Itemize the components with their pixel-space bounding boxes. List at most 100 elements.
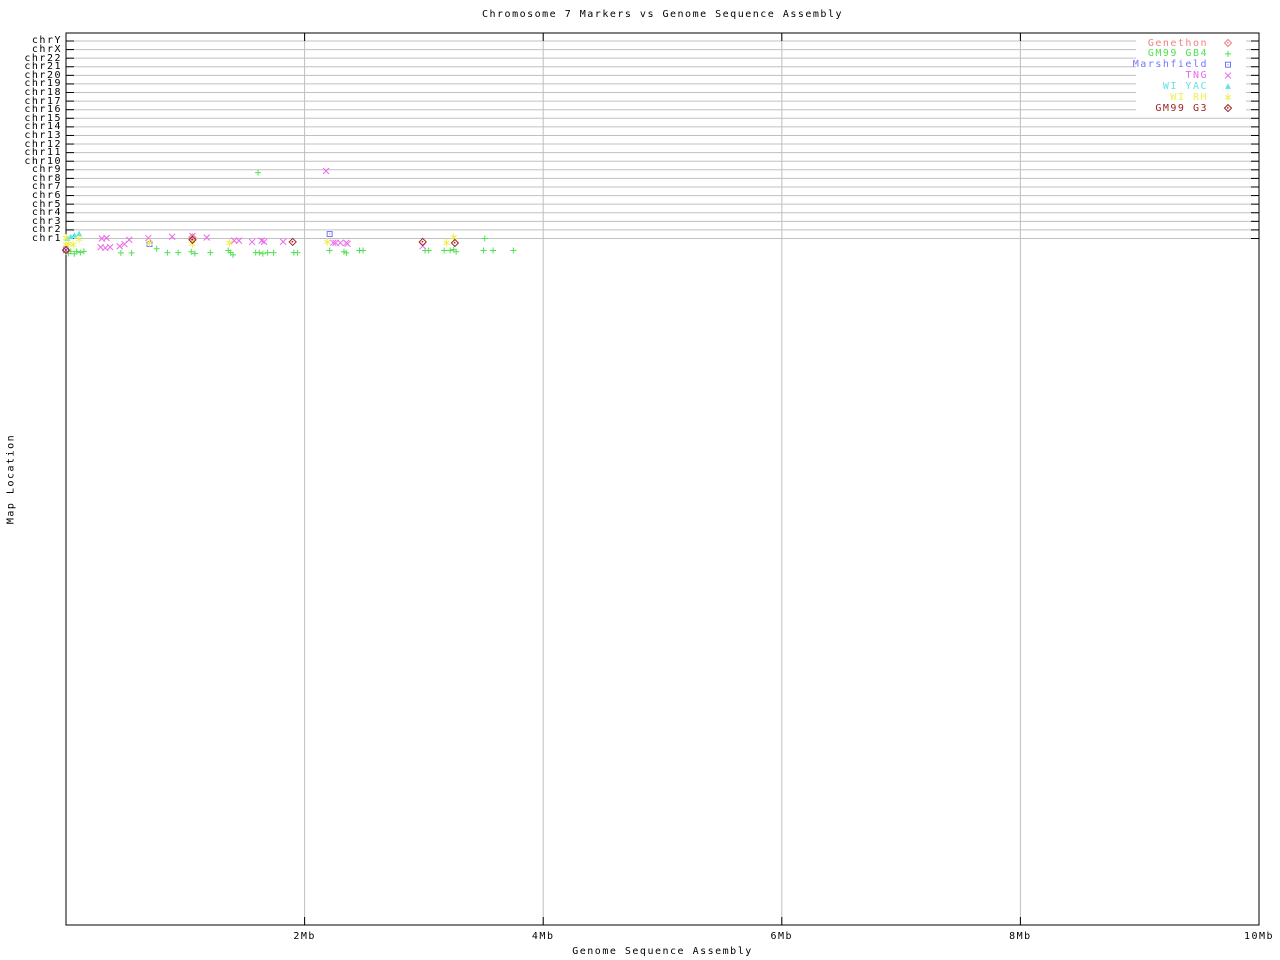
marker-gm99-gb4 [360, 247, 367, 254]
marker-tng [248, 238, 256, 246]
legend-label-marshfield: Marshfield [1132, 59, 1208, 71]
marker-tng [168, 233, 176, 241]
marker-tng [260, 238, 268, 246]
marker-wi-rh [75, 234, 83, 243]
marker-gm99-gb4 [264, 249, 271, 256]
x-tick-label-2Mb: 2Mb [293, 931, 316, 942]
marker-gm99-gb4 [188, 248, 195, 255]
y-tick-label-chr21: chr21 [24, 61, 62, 73]
x-tick-label-10Mb: 10Mb [1243, 931, 1275, 942]
y-tick-label-chr1: chr1 [31, 233, 62, 244]
marker-gm99-gb4 [294, 249, 301, 256]
marker-gm99-gb4 [255, 169, 262, 176]
marker-wi-rh [69, 240, 77, 249]
y-tick-label-chr19: chr19 [24, 78, 62, 90]
marker-gm99-gb4 [164, 249, 171, 256]
y-tick-label-chr4: chr4 [31, 207, 62, 219]
marker-gm99-g3 [291, 240, 294, 243]
marker-tng [235, 237, 243, 245]
marker-gm99-gb4 [191, 250, 198, 257]
marker-tng [344, 240, 351, 248]
marker-tng [106, 243, 114, 251]
marker-gm99-g3 [65, 249, 67, 251]
marker-gm99-g3 [188, 235, 197, 244]
legend-marker-gm99-gb4 [1225, 50, 1231, 57]
marker-gm99-gb4 [425, 247, 432, 254]
y-tick-label-chr10: chr10 [24, 155, 62, 167]
marker-gm99-g3 [418, 237, 427, 247]
marker-gm99-gb4 [326, 247, 333, 254]
y-tick-label-chr20: chr20 [24, 69, 62, 81]
legend-label-wi-rh: WI RH [1170, 91, 1208, 103]
marker-wi-rh [443, 238, 450, 247]
marker-marshfield [65, 248, 67, 250]
y-tick-label-chr2: chr2 [31, 224, 62, 236]
legend-marker-genethon [1223, 38, 1233, 48]
marker-tng [103, 234, 110, 242]
legend-marker-marshfield [1227, 64, 1229, 66]
marker-gm99-g3 [191, 238, 193, 241]
y-tick-label-chr22: chr22 [24, 52, 62, 64]
y-tick-label-chr3: chr3 [31, 215, 62, 227]
y-tick-label-chr12: chr12 [24, 138, 62, 150]
marker-gm99-gb4 [128, 249, 135, 256]
y-tick-label-chr15: chr15 [24, 112, 62, 124]
y-tick-label-chr8: chr8 [31, 172, 62, 184]
legend-label-gm99-g3: GM99 G3 [1155, 102, 1208, 114]
plot-border [65, 32, 1260, 926]
legend-marker-wi-rh [1224, 93, 1232, 102]
legend-label-tng: TNG [1185, 70, 1208, 82]
marker-gm99-gb4 [77, 249, 84, 256]
legend-marker-gm99-g3 [1223, 103, 1233, 113]
y-tick-label-chr9: chr9 [31, 164, 62, 176]
legend-label-genethon: Genethon [1147, 37, 1208, 49]
marker-wi-rh [65, 239, 72, 248]
marker-gm99-gb4 [447, 247, 454, 254]
marker-wi-yac [76, 230, 83, 237]
marker-gm99-g3 [288, 237, 297, 247]
marker-gm99-gb4 [207, 249, 214, 256]
marker-gm99-gb4 [256, 249, 263, 256]
legend-marker-tng [1224, 72, 1232, 79]
marker-gm99-gb4 [230, 251, 237, 258]
legend-marker-marshfield [1225, 61, 1231, 68]
marker-wi-rh [226, 238, 233, 247]
x-axis-label: Genome Sequence Assembly [572, 946, 753, 957]
legend-label-wi-yac: WI YAC [1162, 80, 1208, 92]
marker-tng [329, 239, 337, 247]
marker-gm99-gb4 [175, 249, 182, 256]
legend-marker-wi-yac [1225, 83, 1231, 89]
marker-gm99-gb4 [259, 250, 266, 257]
y-tick-label-chr13: chr13 [24, 129, 62, 141]
y-tick-label-chrX: chrX [31, 44, 62, 56]
y-tick-label-chr16: chr16 [24, 104, 62, 116]
y-tick-label-chr18: chr18 [24, 87, 62, 99]
marker-marshfield [329, 233, 331, 235]
chart-title: Chromosome 7 Markers vs Genome Sequence … [482, 9, 843, 20]
y-tick-label-chr11: chr11 [24, 147, 62, 159]
marker-gm99-gb4 [453, 248, 460, 255]
marker-tng [279, 238, 287, 246]
marker-wi-yac [67, 233, 74, 240]
marker-gm99-gb4 [481, 235, 488, 242]
marker-gm99-gb4 [343, 249, 350, 256]
legend-marker-gm99-g3 [1227, 107, 1229, 109]
legend-label-gm99-gb4: GM99 GB4 [1147, 48, 1208, 60]
marker-gm99-gb4 [441, 247, 448, 254]
y-tick-label-chr6: chr6 [31, 190, 62, 202]
x-tick-label-8Mb: 8Mb [1009, 931, 1032, 942]
marker-wi-rh [323, 237, 331, 246]
legend-marker-genethon [1227, 42, 1229, 44]
marker-gm99-gb4 [73, 248, 80, 255]
marker-gm99-gb4 [510, 247, 517, 254]
marker-tng [144, 234, 152, 242]
marker-gm99-gb4 [80, 248, 87, 255]
marker-tng [116, 242, 124, 250]
marker-marshfield [326, 231, 333, 238]
marker-gm99-gb4 [490, 247, 497, 254]
marker-tng [337, 239, 344, 247]
y-tick-label-chr5: chr5 [31, 198, 62, 210]
marker-wi-yac [71, 232, 78, 238]
marker-gm99-g3 [421, 240, 424, 243]
